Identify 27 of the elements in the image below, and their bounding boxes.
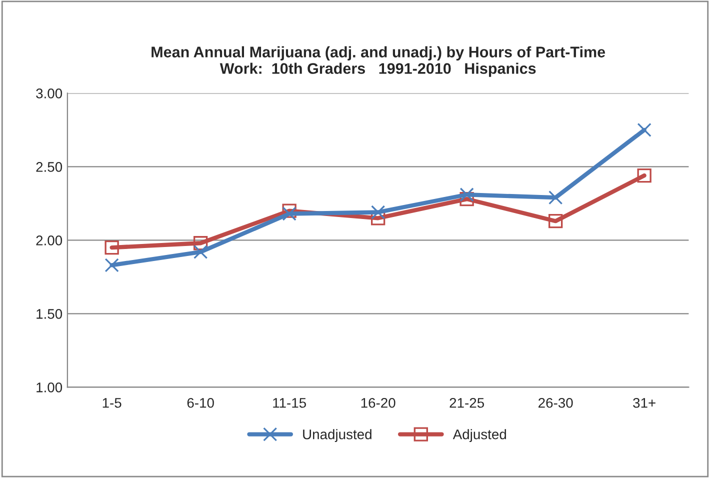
point xyxy=(460,188,474,202)
point xyxy=(637,168,652,183)
legend-label: Unadjusted xyxy=(303,429,372,442)
point xyxy=(193,236,208,250)
y-tick-label: 1.50 xyxy=(36,309,62,319)
x-tick-label: 11-15 xyxy=(273,398,306,408)
x-tick-label: 16-20 xyxy=(361,398,396,408)
x-tick-label: 1-5 xyxy=(102,398,122,408)
point xyxy=(548,190,563,205)
x-tick-label: 26-30 xyxy=(538,398,573,408)
x-tick-label: 6-10 xyxy=(187,398,214,408)
legend-label: Adjusted xyxy=(452,429,506,442)
point xyxy=(104,240,119,255)
y-tick-label: 3.00 xyxy=(36,88,62,98)
x-tick-label: 31+ xyxy=(633,398,656,408)
x-tick-label: 21-25 xyxy=(450,398,484,408)
point xyxy=(104,258,119,272)
point xyxy=(282,206,296,221)
point xyxy=(548,214,563,228)
y-tick-label: 1.00 xyxy=(36,382,62,392)
point xyxy=(370,205,386,220)
y-tick-label: 2.00 xyxy=(36,236,62,246)
chart-title: Mean Annual Marijuana (adj. and unadj.) by Hours of Part-Time Work: 10th Graders 1991-2010 Hispanics xyxy=(152,46,606,77)
point xyxy=(460,192,474,206)
y-tick-label: 2.50 xyxy=(36,162,62,172)
point xyxy=(637,122,652,138)
point xyxy=(193,244,208,260)
